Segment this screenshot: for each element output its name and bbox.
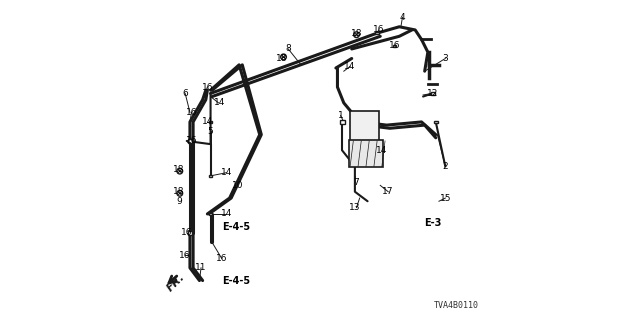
Text: 18: 18 — [276, 54, 288, 63]
Text: 16: 16 — [181, 228, 193, 237]
FancyBboxPatch shape — [350, 111, 379, 146]
Text: 17: 17 — [383, 187, 394, 196]
Text: E-3: E-3 — [424, 219, 442, 228]
Text: 4: 4 — [399, 13, 405, 22]
Text: 16: 16 — [388, 41, 400, 50]
Bar — [431, 92, 435, 95]
Text: 14: 14 — [221, 209, 232, 219]
Text: 1: 1 — [338, 111, 344, 120]
Text: FR.: FR. — [164, 271, 186, 293]
Bar — [188, 231, 192, 235]
Text: 3: 3 — [442, 54, 448, 63]
Bar — [375, 32, 379, 34]
Text: E-4-5: E-4-5 — [222, 222, 250, 232]
Text: 14: 14 — [221, 168, 232, 177]
Bar — [434, 121, 438, 123]
Text: 6: 6 — [182, 89, 188, 98]
Bar — [340, 120, 344, 124]
Text: 14: 14 — [344, 62, 356, 71]
Text: TVA4B0110: TVA4B0110 — [434, 301, 479, 310]
Text: 16: 16 — [186, 108, 197, 117]
Text: 16: 16 — [186, 136, 197, 146]
Text: 14: 14 — [376, 146, 388, 155]
Text: 11: 11 — [195, 263, 207, 272]
Bar — [209, 175, 212, 177]
Text: 5: 5 — [208, 127, 213, 136]
Text: 16: 16 — [216, 254, 227, 263]
Text: 18: 18 — [173, 165, 184, 174]
Text: 8: 8 — [285, 44, 291, 53]
FancyBboxPatch shape — [349, 140, 383, 167]
Text: 15: 15 — [440, 194, 451, 203]
Text: 2: 2 — [442, 162, 448, 171]
Text: 13: 13 — [349, 203, 361, 212]
Bar — [188, 140, 192, 142]
Text: 18: 18 — [173, 187, 184, 196]
Text: 10: 10 — [232, 181, 243, 190]
Text: 14: 14 — [202, 117, 213, 126]
Text: 14: 14 — [214, 99, 226, 108]
Text: 12: 12 — [427, 89, 438, 98]
Bar — [393, 44, 396, 47]
Text: 9: 9 — [176, 197, 182, 206]
Bar — [209, 121, 212, 123]
Circle shape — [281, 54, 286, 60]
Circle shape — [177, 190, 182, 196]
Bar — [209, 213, 212, 215]
Text: 16: 16 — [179, 251, 191, 260]
Text: 16: 16 — [202, 83, 213, 92]
Text: 7: 7 — [354, 178, 359, 187]
Circle shape — [177, 168, 182, 174]
Circle shape — [354, 32, 359, 37]
Text: 18: 18 — [351, 28, 362, 38]
Text: 16: 16 — [373, 25, 385, 35]
Text: E-4-5: E-4-5 — [222, 276, 250, 285]
